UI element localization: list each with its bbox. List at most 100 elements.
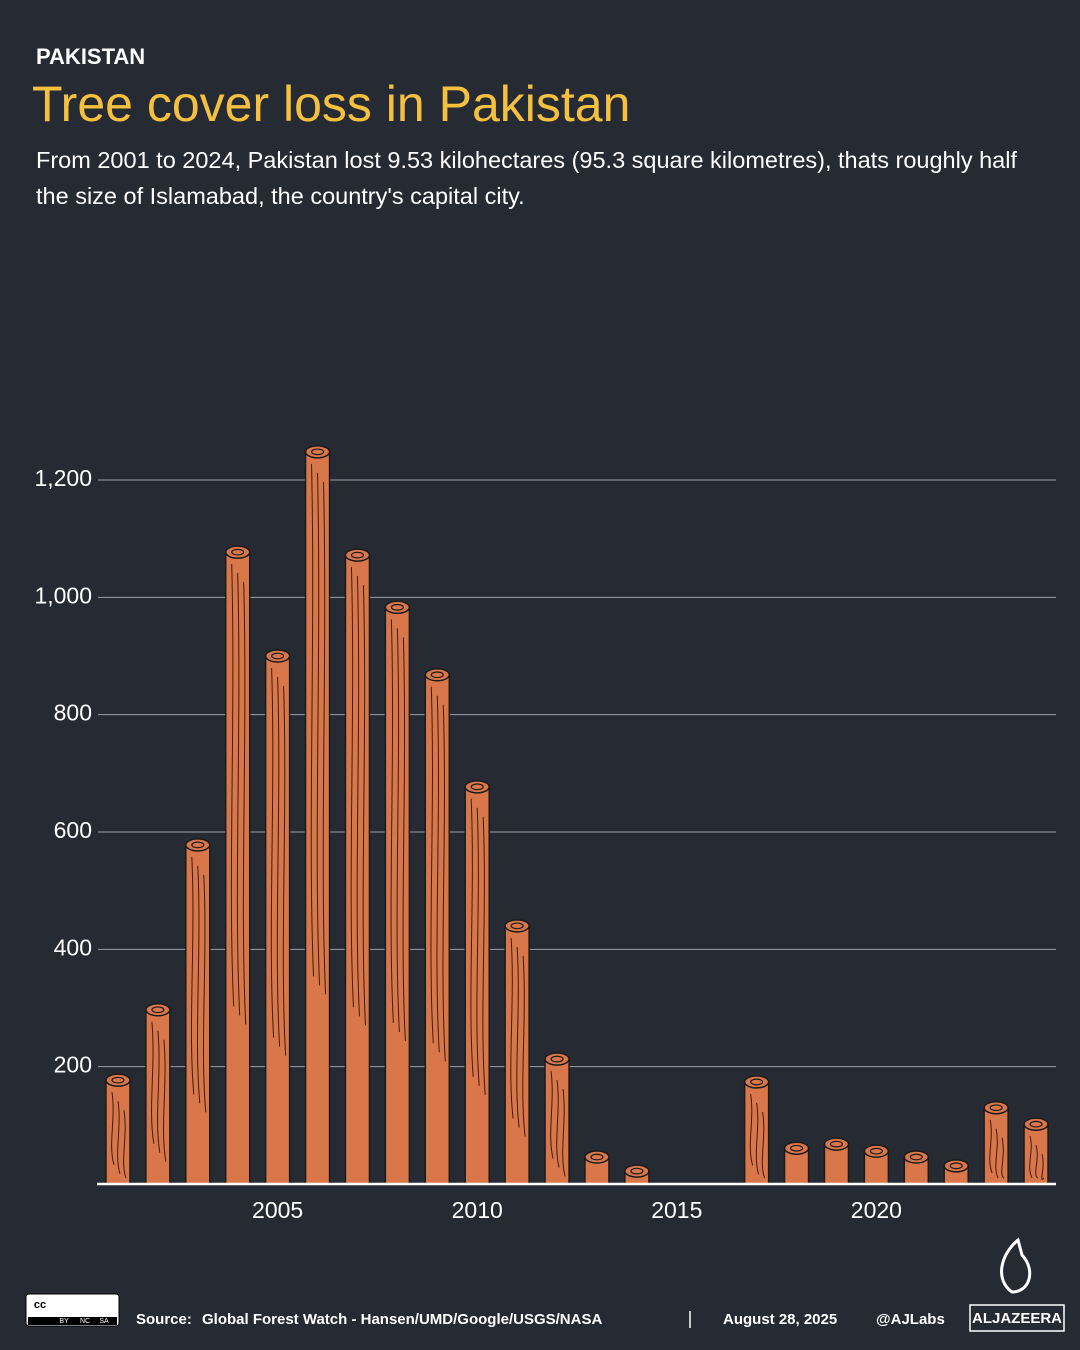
log-bar	[344, 548, 371, 1185]
wood-grain	[123, 1110, 127, 1179]
wood-grain	[202, 874, 207, 1113]
log-bar	[145, 1003, 171, 1185]
wood-grain	[1041, 1154, 1045, 1180]
log-bar	[264, 649, 291, 1185]
y-tick-label: 600	[54, 817, 92, 843]
bar-ring	[909, 1153, 923, 1161]
bar	[105, 1079, 131, 1185]
bar-top	[424, 668, 451, 682]
wood-grain	[236, 573, 241, 1016]
bar-ring	[550, 1055, 564, 1063]
bar-top	[624, 1164, 650, 1178]
bar-ring	[390, 603, 404, 611]
bar-ring	[191, 841, 205, 849]
log-bar	[384, 600, 411, 1185]
wood-grain	[482, 816, 486, 1095]
log-bar	[105, 1073, 131, 1185]
bar-ring	[869, 1147, 883, 1155]
bar-ring	[630, 1167, 644, 1175]
license-nc: NC	[80, 1318, 90, 1325]
source: Global Forest Watch - Hansen/UMD/Google/…	[202, 1311, 602, 1328]
subtitle-box: From 2001 to 2024, Pakistan lost 9.53 ki…	[36, 147, 1017, 209]
wood-grain	[163, 1039, 167, 1162]
bar-ring	[231, 548, 245, 556]
wood-grain	[989, 1119, 993, 1174]
bar-top	[105, 1073, 131, 1087]
bar-top	[384, 600, 411, 615]
wood-grain	[510, 937, 514, 1119]
log-bar	[783, 1141, 810, 1185]
wood-grain	[390, 619, 394, 1024]
log-bar	[1023, 1117, 1049, 1185]
bar-top	[863, 1144, 890, 1158]
wood-grain	[111, 1092, 115, 1165]
logo-text: ALJAZEERA	[972, 1310, 1062, 1327]
log-bar	[903, 1150, 930, 1185]
bar-top	[1023, 1117, 1049, 1131]
log-bar	[185, 838, 211, 1185]
y-tick-label: 1,000	[34, 582, 92, 608]
bar-top	[584, 1150, 610, 1164]
date: August 28, 2025	[723, 1311, 837, 1328]
bar-ring	[590, 1153, 604, 1161]
chart-title: Tree cover loss in Pakistan	[32, 76, 630, 132]
bar-ring	[430, 671, 444, 679]
wood-grain	[1001, 1137, 1005, 1179]
bar-top	[743, 1075, 770, 1089]
bar-ring	[350, 551, 365, 559]
x-tick-label: 2020	[851, 1197, 902, 1223]
log-bar	[544, 1052, 570, 1185]
wood-grain	[749, 1093, 754, 1166]
bar-top	[304, 445, 331, 459]
wood-grain	[270, 667, 275, 1038]
wood-grain	[396, 628, 400, 1033]
bar	[743, 1081, 770, 1185]
y-tick-label: 400	[54, 934, 92, 960]
license-by: BY	[59, 1318, 69, 1325]
bar-top	[224, 545, 251, 559]
bar-ring	[949, 1162, 963, 1170]
wood-grain	[550, 1070, 554, 1159]
license-cc: cc	[34, 1299, 46, 1311]
wood-grain	[755, 1102, 760, 1175]
bar-ring	[470, 783, 484, 791]
wood-grain	[995, 1128, 999, 1179]
wood-grain	[322, 481, 327, 995]
logo-mark	[1000, 1237, 1032, 1294]
bar-ring	[151, 1006, 165, 1014]
wood-grain	[430, 686, 434, 1044]
log-bar	[304, 445, 331, 1185]
source-label: Source:	[136, 1311, 192, 1328]
bar-top	[783, 1141, 810, 1155]
badge-strip	[28, 1317, 117, 1325]
log-bar	[743, 1075, 770, 1185]
log-bar	[504, 919, 530, 1185]
wood-grain	[562, 1088, 566, 1177]
x-tick-label: 2015	[651, 1197, 702, 1223]
bar-ring	[789, 1144, 804, 1152]
bar-top	[264, 649, 291, 663]
wood-grain	[282, 685, 287, 1056]
wood-grain	[470, 798, 474, 1077]
wood-grain	[190, 856, 195, 1095]
wood-grain	[761, 1111, 766, 1179]
bar-ring	[310, 448, 325, 456]
y-tick-label: 1,200	[34, 465, 92, 491]
log-bar	[584, 1150, 610, 1185]
bar-top	[903, 1150, 930, 1164]
wood-grain	[350, 567, 354, 1008]
bar-top	[823, 1137, 850, 1151]
bar-ring	[989, 1104, 1003, 1112]
license-sa: SA	[99, 1318, 109, 1325]
wood-grain	[151, 1021, 155, 1144]
wood-grain	[196, 865, 201, 1104]
wood-grain	[310, 463, 315, 977]
bar-ring	[510, 922, 524, 930]
bar-top	[145, 1003, 171, 1017]
license-badge: cc BY NC SA	[25, 1293, 120, 1327]
wood-grain	[516, 946, 520, 1128]
wood-grain	[230, 564, 235, 1007]
bar-ring	[750, 1078, 764, 1086]
